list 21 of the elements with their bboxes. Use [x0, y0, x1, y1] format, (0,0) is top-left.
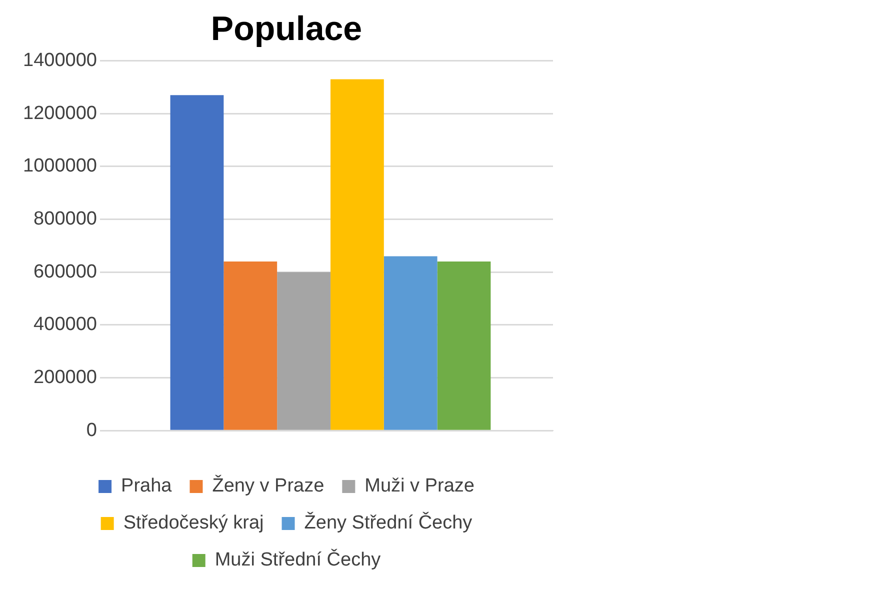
- y-tick-label: 1400000: [23, 50, 97, 72]
- bar: [277, 272, 330, 430]
- chart-title: Populace: [210, 10, 362, 48]
- y-tick-label: 600000: [34, 261, 97, 282]
- legend-label: Středočeský kraj: [123, 512, 264, 534]
- y-tick-label: 400000: [34, 314, 97, 336]
- y-tick-label: 1000000: [23, 156, 97, 177]
- bar: [330, 79, 384, 430]
- bar: [170, 95, 224, 430]
- y-tick-label: 200000: [34, 367, 97, 388]
- legend-label: Muži Střední Čechy: [214, 548, 382, 571]
- bar: [224, 262, 278, 430]
- y-tick-label: 800000: [34, 208, 97, 230]
- legend-label: Ženy v Praze: [212, 474, 324, 497]
- bar: [437, 262, 491, 430]
- bar: [384, 256, 438, 430]
- legend-label: Ženy Střední Čechy: [304, 512, 473, 534]
- y-tick-label: 1200000: [23, 102, 97, 124]
- y-tick-label: 0: [86, 420, 97, 441]
- legend-label: Praha: [121, 476, 172, 497]
- legend-label: Muži v Praze: [364, 476, 474, 497]
